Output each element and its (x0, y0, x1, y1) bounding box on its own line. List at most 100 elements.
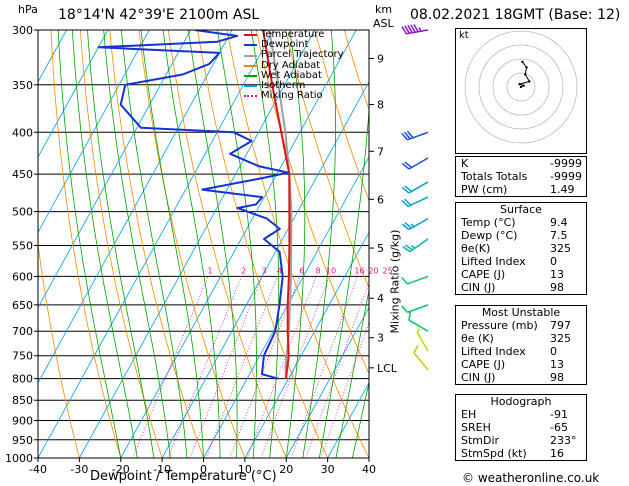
mixing-ratio-line (205, 276, 278, 458)
table-row-label: SREH (461, 421, 491, 434)
table-row-label: Temp (°C) (461, 216, 516, 229)
wind-barb-half-flag (416, 328, 421, 333)
hodograph-table-title: Hodograph (490, 395, 552, 408)
table-row: CIN (J) 98 (456, 281, 586, 294)
wind-barb-flag (401, 26, 407, 35)
table-row: PW (cm) 1.49 (456, 183, 586, 196)
temperature-tick-label: -20 (112, 463, 130, 476)
wet-adiabat-line (57, 30, 122, 458)
table-row-label: StmSpd (kt) (461, 447, 527, 460)
table-row-value: 9.4 (550, 216, 568, 229)
altitude-tick-label: 5 (377, 242, 384, 255)
dry-adiabat-line (80, 30, 163, 458)
wet-adiabat-line (72, 30, 138, 458)
wet-adiabat-line (87, 30, 155, 458)
wind-barb-flag (404, 161, 413, 169)
hodograph-ring (506, 72, 536, 102)
mixing-ratio-line (132, 276, 209, 458)
table-row-value: -9999 (550, 170, 582, 183)
temperature-line (262, 30, 291, 379)
legend-label: Parcel Trajectory (261, 49, 344, 61)
isotherm-line (327, 381, 369, 458)
wind-barb-flag (413, 345, 419, 354)
table-row-label: Lifted Index (461, 255, 526, 268)
dry-adiabat-line (138, 30, 246, 458)
isotherm-line (285, 306, 369, 458)
altitude-tick-label: 6 (377, 193, 384, 206)
hodograph-point (522, 84, 525, 87)
table-row-label: Totals Totals (461, 170, 528, 183)
mixing-ratio-label: 16 (354, 266, 364, 275)
table-row-value: -9999 (550, 157, 582, 170)
table-row-value: 797 (550, 319, 571, 332)
table-row-value: 16 (550, 447, 564, 460)
pressure-tick-label: 600 (12, 270, 33, 283)
legend-swatch (244, 34, 257, 37)
table-row-label: EH (461, 408, 477, 421)
pressure-tick-label: 400 (12, 126, 33, 139)
mixing-ratio-label: 6 (299, 266, 304, 275)
legend-entry: Mixing Ratio (244, 91, 344, 101)
table-row-value: 325 (550, 242, 571, 255)
altitude-tick-label: 7 (377, 145, 384, 158)
table-row: Temp (°C) 9.4 (456, 216, 586, 229)
x-axis-title: Dewpoint / Temperature (°C) (90, 469, 277, 484)
legend-entry: Isotherm (244, 80, 344, 91)
pressure-tick-label: 450 (12, 168, 33, 181)
pressure-tick-label: 1000 (5, 452, 33, 465)
pressure-tick-label: 950 (12, 434, 33, 447)
wind-barb (416, 331, 429, 352)
pressure-unit-label: hPa (18, 3, 38, 16)
wind-barb (407, 196, 429, 208)
mixing-ratio-line (320, 321, 369, 458)
table-row-label: CIN (J) (461, 371, 496, 384)
datetime-label: 08.02.2021 18GMT (Base: 12) (410, 7, 621, 23)
mixing-ratio-line (260, 276, 330, 458)
table-row: K -9999 (456, 157, 586, 170)
table-row-value: 0 (550, 255, 557, 268)
legend-swatch (244, 44, 257, 47)
temperature-tick-label: 20 (279, 463, 293, 476)
wind-barb-flag (404, 25, 410, 34)
temperature-tick-label: 30 (321, 463, 335, 476)
legend-swatch (244, 54, 257, 57)
wind-barb-flag (401, 199, 409, 207)
isotherm-line (38, 30, 67, 83)
isotherm-line (161, 81, 369, 458)
temperature-tick-label: 0 (200, 463, 207, 476)
wind-barb-flag (404, 131, 411, 140)
hodograph-unit-label: kt (459, 30, 469, 41)
km-unit-label: km (375, 3, 393, 16)
table-row: θe (K) 325 (456, 332, 586, 345)
table-row-value: 98 (550, 371, 564, 384)
table-row-value: 233° (550, 434, 577, 447)
dry-adiabat-line (255, 30, 369, 375)
hodograph-point (518, 83, 521, 86)
table-row: Lifted Index 0 (456, 255, 586, 268)
table-row: θe(K) 325 (456, 242, 586, 255)
wet-adiabat-line (103, 30, 171, 458)
table-row: Totals Totals -9999 (456, 170, 586, 183)
dry-adiabat-line (197, 30, 328, 458)
mixing-ratio-label: 25 (383, 266, 393, 275)
legend-label: Dewpoint (261, 39, 309, 51)
hodograph-point (525, 66, 528, 69)
legend-entry: Parcel Trajectory (244, 50, 344, 60)
wind-barb-flag (404, 244, 413, 251)
hodograph-panel: kt (455, 28, 587, 154)
pressure-tick-label: 500 (12, 206, 33, 219)
legend-swatch (244, 95, 257, 98)
wet-adiabat-line (121, 30, 188, 458)
table-row: EH -91 (456, 408, 586, 421)
dry-adiabat-line (285, 30, 369, 289)
table-row-value: 98 (550, 281, 564, 294)
wet-adiabat-line (140, 30, 204, 458)
wind-barb (408, 157, 429, 170)
wind-barb (409, 238, 429, 253)
mixing-ratio-label: 2 (241, 266, 246, 275)
legend-label: Wet Adiabat (261, 69, 322, 81)
table-row-label: θe(K) (461, 242, 491, 255)
wind-barb-flag (410, 24, 416, 33)
location-label: 18°14'N 42°39'E 2100m ASL (58, 7, 260, 23)
most-unstable-title: Most Unstable (481, 306, 561, 319)
